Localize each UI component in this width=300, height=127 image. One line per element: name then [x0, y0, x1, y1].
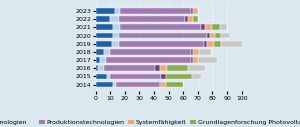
Bar	[95, 74, 107, 79]
Bar	[95, 82, 113, 88]
Bar	[209, 33, 215, 38]
Bar	[95, 41, 112, 47]
Bar	[113, 33, 119, 38]
Bar	[120, 25, 201, 30]
Bar	[95, 33, 113, 38]
Bar	[188, 16, 194, 22]
Bar	[198, 57, 217, 63]
Bar	[95, 25, 113, 30]
Bar	[119, 41, 204, 47]
Bar	[95, 8, 115, 14]
Bar	[110, 49, 190, 55]
Bar	[185, 16, 188, 22]
Bar	[110, 16, 119, 22]
Bar	[207, 41, 214, 47]
Bar	[194, 49, 199, 55]
Bar	[190, 57, 194, 63]
Bar	[95, 65, 98, 71]
Bar	[110, 74, 161, 79]
Bar	[161, 82, 166, 88]
Bar	[107, 74, 110, 79]
Bar	[194, 16, 198, 22]
Bar	[212, 25, 220, 30]
Bar	[194, 57, 198, 63]
Bar	[113, 25, 120, 30]
Bar	[116, 82, 160, 88]
Bar	[192, 74, 201, 79]
Bar	[221, 33, 230, 38]
Legend: PV-Technologien, Qualitätssicherung, Produktionstechnologien, Zirkuläres Wirtsch: PV-Technologien, Qualitätssicherung, Pro…	[0, 120, 300, 127]
Bar	[119, 16, 185, 22]
Bar	[188, 65, 205, 71]
Bar	[120, 8, 190, 14]
Bar	[100, 57, 106, 63]
Bar	[166, 82, 183, 88]
Bar	[160, 82, 161, 88]
Bar	[115, 8, 120, 14]
Bar	[167, 65, 188, 71]
Bar	[166, 74, 192, 79]
Bar	[161, 74, 166, 79]
Bar	[207, 33, 209, 38]
Bar	[95, 57, 100, 63]
Bar	[201, 25, 205, 30]
Bar	[112, 41, 119, 47]
Bar	[190, 8, 194, 14]
Bar	[205, 25, 212, 30]
Bar	[199, 49, 211, 55]
Bar	[95, 16, 110, 22]
Bar	[113, 82, 116, 88]
Bar	[160, 65, 167, 71]
Bar	[221, 41, 250, 47]
Bar	[215, 33, 221, 38]
Bar	[190, 49, 194, 55]
Bar	[104, 65, 155, 71]
Bar	[104, 49, 110, 55]
Bar	[204, 41, 207, 47]
Bar	[220, 25, 227, 30]
Bar	[98, 65, 104, 71]
Bar	[119, 33, 207, 38]
Bar	[106, 57, 190, 63]
Bar	[194, 8, 198, 14]
Bar	[155, 65, 160, 71]
Bar	[95, 49, 104, 55]
Bar	[214, 41, 221, 47]
